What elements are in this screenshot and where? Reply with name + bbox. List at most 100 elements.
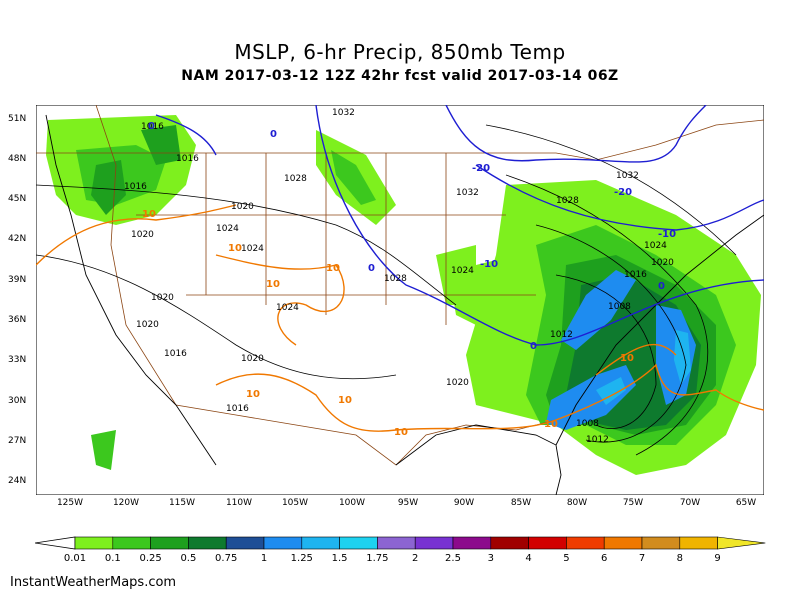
isobar-label: 1020: [241, 354, 264, 364]
isobar-labels: 1032 1016 1016 1016 1028 1020 1020 1024 …: [124, 108, 674, 445]
colorbar-swatch: [603, 536, 643, 550]
colorbar-min-arrow: [35, 536, 76, 550]
isobar-label: 1020: [136, 320, 159, 330]
colorbar-swatch: [490, 536, 529, 550]
lat-label: 33N: [8, 355, 27, 365]
colorbar-label: 7: [638, 553, 646, 564]
svg-text:0: 0: [270, 129, 277, 140]
precip-colorbar: [35, 536, 766, 550]
isobar-label: 1020: [231, 202, 254, 212]
isobar-label: 1008: [576, 419, 599, 429]
isobar-label: 1032: [332, 108, 355, 118]
isobar-label: 1020: [651, 258, 674, 268]
colorbar-label: 4: [525, 553, 532, 564]
lon-label: 65W: [735, 498, 757, 508]
svg-text:10: 10: [394, 427, 408, 438]
isobar-label: 1020: [131, 230, 154, 240]
colorbar-swatch: [641, 536, 681, 550]
svg-text:0: 0: [530, 341, 537, 352]
svg-text:10: 10: [228, 243, 242, 254]
colorbar-swatch: [301, 536, 340, 550]
lon-label: 90W: [453, 498, 475, 508]
svg-text:10: 10: [620, 353, 634, 364]
isobar-label: 1016: [124, 182, 147, 192]
isobar-label: 1008: [608, 302, 631, 312]
isobar-label: 1024: [451, 266, 474, 276]
colorbar-swatch: [717, 536, 766, 550]
isobars: [36, 124, 737, 456]
svg-text:10: 10: [246, 389, 260, 400]
colorbar-label: 2: [412, 553, 419, 564]
isobar-label: 1016: [164, 349, 187, 359]
lat-label: 45N: [8, 194, 27, 204]
lat-label: 36N: [8, 315, 27, 325]
isobar-label: 1020: [151, 293, 174, 303]
svg-text:-10: -10: [480, 259, 498, 270]
colorbar-label: 1.75: [366, 553, 389, 564]
lat-label: 48N: [8, 154, 27, 164]
colorbar-label: 9: [714, 553, 721, 564]
svg-text:10: 10: [266, 279, 280, 290]
lon-label: 115W: [168, 498, 196, 508]
lat-label: 30N: [8, 396, 27, 406]
isobar-label: 1028: [384, 274, 407, 284]
colorbar-label: 5: [563, 553, 570, 564]
colorbar-swatch: [150, 536, 189, 550]
temp-labels-blue: 0 0 -20 -20 -10 -10 0 0 0: [148, 121, 676, 352]
isobar-label: 1024: [644, 241, 667, 251]
isobar-label: 1016: [176, 154, 199, 164]
isobar-label: 1024: [276, 303, 299, 313]
lat-label: 27N: [8, 436, 27, 446]
colorbar-swatch: [377, 536, 416, 550]
lon-label: 100W: [338, 498, 366, 508]
lat-label: 39N: [8, 275, 27, 285]
lon-label: 80W: [566, 498, 588, 508]
lon-label: 105W: [281, 498, 309, 508]
map-subtitle: NAM 2017-03-12 12Z 42hr fcst valid 2017-…: [181, 68, 619, 84]
isobar-label: 1028: [556, 196, 579, 206]
lon-label: 125W: [56, 498, 84, 508]
svg-text:-10: -10: [658, 229, 676, 240]
colorbar-label: 0.1: [104, 553, 121, 564]
colorbar-label: 6: [601, 553, 608, 564]
colorbar-label: 2.5: [445, 553, 461, 564]
lat-label: 51N: [8, 114, 27, 124]
colorbar-swatch: [225, 536, 265, 550]
colorbar-label: 0.75: [215, 553, 238, 564]
colorbar-swatch: [74, 536, 114, 550]
temp-labels-orange: 10 10 10 10 10 10 10 10 10: [142, 209, 634, 438]
svg-text:10: 10: [338, 395, 352, 406]
colorbar-label: 8: [676, 553, 683, 564]
isobar-label: 1020: [446, 378, 469, 388]
isobar-label: 1016: [141, 122, 164, 132]
lon-label: 70W: [679, 498, 701, 508]
weather-map: 1032 1016 1016 1016 1028 1020 1020 1024 …: [36, 105, 764, 495]
lon-label: 85W: [510, 498, 532, 508]
temp-contours-blue: [155, 105, 764, 346]
colorbar-swatch: [339, 536, 378, 550]
site-credit: InstantWeatherMaps.com: [10, 575, 177, 590]
isobar-label: 1012: [586, 435, 609, 445]
isobar-label: 1032: [456, 188, 479, 198]
lon-label: 120W: [112, 498, 140, 508]
colorbar-swatch: [566, 536, 605, 550]
colorbar-swatch: [528, 536, 567, 550]
coastlines: [45, 114, 764, 495]
svg-text:10: 10: [544, 419, 558, 430]
precip-east-storm: [436, 180, 761, 475]
colorbar-swatch: [188, 536, 227, 550]
svg-text:10: 10: [142, 209, 156, 220]
colorbar-label: 1.5: [331, 553, 348, 564]
lon-label: 110W: [225, 498, 253, 508]
isobar-label: 1024: [241, 244, 264, 254]
colorbar-swatch: [452, 536, 492, 550]
lon-label: 95W: [397, 498, 419, 508]
isobar-label: 1028: [284, 174, 307, 184]
svg-text:-20: -20: [614, 187, 632, 198]
lat-label: 42N: [8, 234, 27, 244]
colorbar-swatch: [679, 536, 718, 550]
isobar-label: 1024: [216, 224, 239, 234]
svg-text:-20: -20: [472, 163, 490, 174]
isobar-label: 1016: [226, 404, 249, 414]
state-borders: [36, 105, 764, 466]
